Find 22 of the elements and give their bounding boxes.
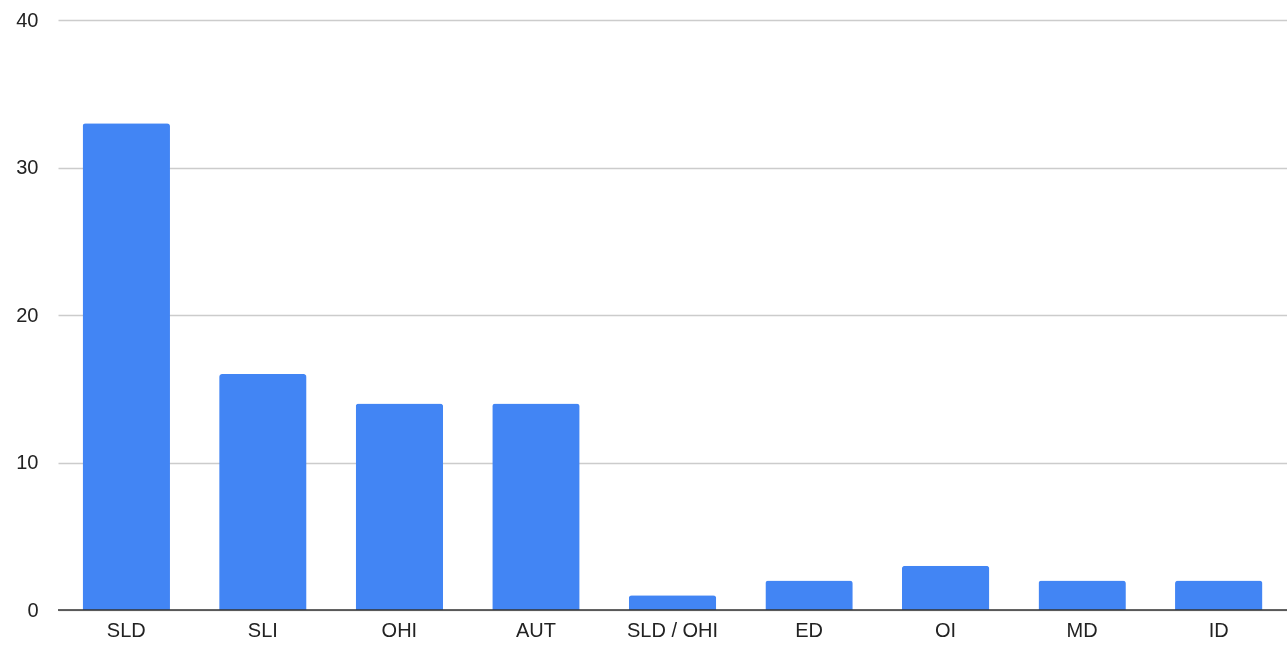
y-tick-label: 20 (16, 303, 39, 326)
x-tick-label: OI (935, 618, 957, 641)
y-tick-label: 40 (16, 8, 39, 31)
x-tick-label: SLI (247, 618, 278, 641)
x-tick-label: ID (1208, 618, 1229, 641)
bar (355, 403, 444, 610)
bar (901, 565, 990, 610)
x-tick-label: ED (795, 618, 823, 641)
y-tick-label: 10 (16, 451, 39, 473)
bar (82, 123, 170, 610)
x-tick-label: AUT (515, 618, 556, 641)
bar (765, 580, 853, 610)
bar (492, 403, 580, 610)
bar (1175, 580, 1263, 610)
x-tick-label: MD (1066, 618, 1098, 641)
x-tick-label: SLD (106, 618, 146, 641)
bar (1038, 580, 1126, 610)
bar (219, 374, 307, 610)
y-tick-label: 30 (16, 156, 39, 178)
x-tick-label: SLD / OHI (626, 618, 719, 641)
y-tick-label: 0 (27, 598, 39, 621)
x-tick-label: OHI (381, 618, 418, 641)
